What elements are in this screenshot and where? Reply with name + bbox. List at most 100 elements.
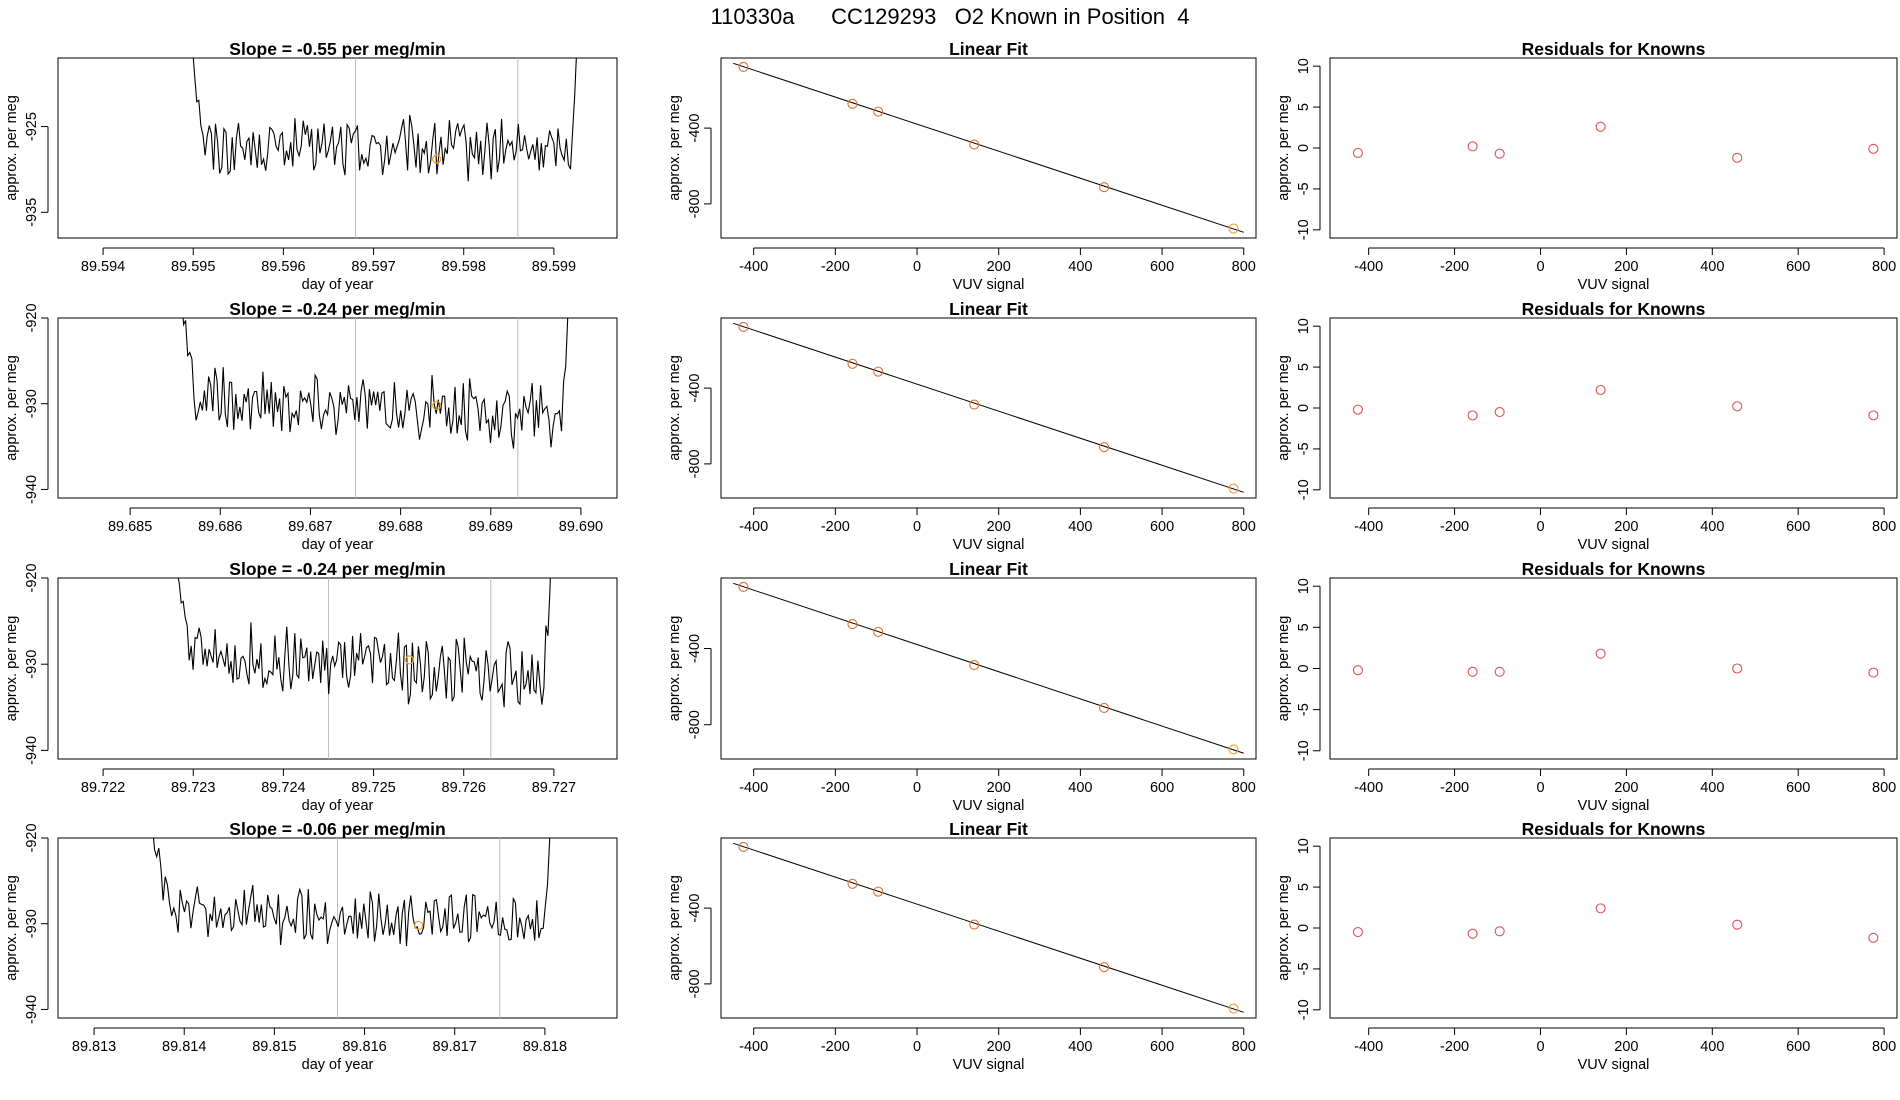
x-tick-label: 200 [987, 1039, 1011, 1055]
x-axis-label: day of year [302, 798, 374, 814]
data-point [1467, 928, 1478, 939]
x-axis: -400 -200 0 200 400 600 800 [739, 768, 1256, 796]
data-point [1352, 404, 1363, 415]
y-tick-label: 10 [1296, 578, 1312, 594]
data-point [847, 98, 858, 109]
x-tick-label: 0 [913, 780, 921, 796]
y-tick-label: -930 [24, 389, 40, 418]
plot-frame [1329, 57, 1898, 239]
x-axis-label: VUV signal [953, 1057, 1025, 1073]
x-tick-label: -200 [821, 519, 850, 535]
x-tick-label: 600 [1150, 780, 1174, 796]
x-axis: 89.813 89.814 89.815 89.816 89.817 89.818 [72, 1027, 567, 1055]
y-tick-label: -940 [24, 736, 40, 765]
data-point [1228, 223, 1239, 234]
data-point [1228, 483, 1239, 494]
x-axis: -400 -200 0 200 400 600 800 [739, 1027, 1256, 1055]
data-point [1099, 702, 1110, 713]
x-tick-label: 89.813 [72, 1039, 116, 1055]
plot-area [182, 318, 569, 498]
x-tick-label: 600 [1150, 519, 1174, 535]
x-tick-label: 600 [1786, 519, 1810, 535]
data-point [969, 399, 980, 410]
x-tick-label: 400 [1068, 259, 1092, 275]
y-tick-label: -400 [687, 374, 703, 403]
panel-1-3: Residuals for Knowns -400 -200 0 200 400 600 80… [1276, 39, 1898, 293]
y-tick-label: 5 [1296, 103, 1312, 111]
data-point [1467, 141, 1478, 152]
x-tick-label: 0 [913, 259, 921, 275]
y-axis: -920 -930 -940 [24, 823, 49, 1024]
data-trace [182, 318, 569, 449]
data-point [1099, 182, 1110, 193]
plot-area [1352, 903, 1879, 943]
x-axis-label: VUV signal [1578, 1057, 1650, 1073]
x-axis-label: VUV signal [1578, 798, 1650, 814]
data-point [1595, 648, 1606, 659]
panel-title: Slope = -0.06 per meg/min [229, 819, 445, 839]
x-tick-label: -400 [739, 1039, 768, 1055]
x-axis: -400 -200 0 200 400 600 800 [1354, 507, 1896, 535]
y-tick-label: -5 [1296, 962, 1312, 975]
x-axis: -400 -200 0 200 400 600 800 [1354, 1027, 1896, 1055]
data-point [1494, 148, 1505, 159]
plot-frame [1329, 317, 1898, 499]
x-tick-label: 89.594 [81, 259, 125, 275]
plot-area [152, 838, 551, 1018]
y-tick-label: 5 [1296, 623, 1312, 631]
data-point [969, 139, 980, 150]
x-tick-label: 400 [1700, 519, 1724, 535]
figure-title: 110330a CC129293 O2 Known in Position 4 [710, 4, 1190, 29]
panel-title: Residuals for Knowns [1522, 819, 1706, 839]
x-tick-label: 400 [1068, 519, 1092, 535]
x-axis-label: VUV signal [953, 537, 1025, 553]
x-tick-label: 800 [1872, 259, 1896, 275]
fit-line [733, 322, 1244, 493]
x-tick-label: 89.687 [288, 519, 332, 535]
data-point [1467, 666, 1478, 677]
y-tick-label: -920 [24, 303, 40, 332]
x-axis: 89.685 89.686 89.687 89.688 89.689 89.690 [108, 507, 603, 535]
x-tick-label: 800 [1872, 1039, 1896, 1055]
data-trace [177, 578, 551, 708]
y-axis-label: approx. per meg [1276, 355, 1292, 461]
y-tick-label: -400 [687, 894, 703, 923]
y-tick-label: 5 [1296, 363, 1312, 371]
panel-title: Slope = -0.55 per meg/min [229, 39, 445, 59]
y-tick-label: 10 [1296, 838, 1312, 854]
x-tick-label: 89.727 [532, 780, 576, 796]
x-tick-label: 89.599 [532, 259, 576, 275]
x-tick-label: 0 [1536, 519, 1544, 535]
y-axis-label: approx. per meg [1276, 875, 1292, 981]
x-tick-label: 89.815 [252, 1039, 296, 1055]
data-point [1352, 665, 1363, 676]
y-axis-label: approx. per meg [667, 355, 683, 461]
data-point [847, 619, 858, 630]
panel-title: Residuals for Knowns [1522, 299, 1706, 319]
y-tick-label: -930 [24, 909, 40, 938]
data-trace [152, 838, 551, 947]
y-axis-label: approx. per meg [667, 95, 683, 201]
x-tick-label: 400 [1700, 1039, 1724, 1055]
x-tick-label: 0 [913, 1039, 921, 1055]
x-axis: -400 -200 0 200 400 600 800 [739, 507, 1256, 535]
panel-title: Linear Fit [949, 39, 1028, 59]
x-tick-label: 200 [987, 259, 1011, 275]
y-tick-label: -920 [24, 563, 40, 592]
x-tick-label: 89.723 [171, 780, 215, 796]
panel-title: Linear Fit [949, 299, 1028, 319]
x-tick-label: -400 [739, 780, 768, 796]
y-axis: -400 -800 [687, 114, 712, 218]
y-axis-label: approx. per meg [667, 875, 683, 981]
plot-frame [1329, 837, 1898, 1019]
y-tick-label: -925 [24, 112, 40, 141]
x-axis: 89.594 89.595 89.596 89.597 89.598 89.599 [81, 247, 576, 275]
x-tick-label: 400 [1068, 1039, 1092, 1055]
y-axis-label: approx. per meg [1276, 95, 1292, 201]
panel-3-3: Residuals for Knowns -400 -200 0 200 400 600 80… [1276, 559, 1898, 814]
panel-title: Linear Fit [949, 819, 1028, 839]
data-point [738, 61, 749, 72]
data-point [873, 626, 884, 637]
